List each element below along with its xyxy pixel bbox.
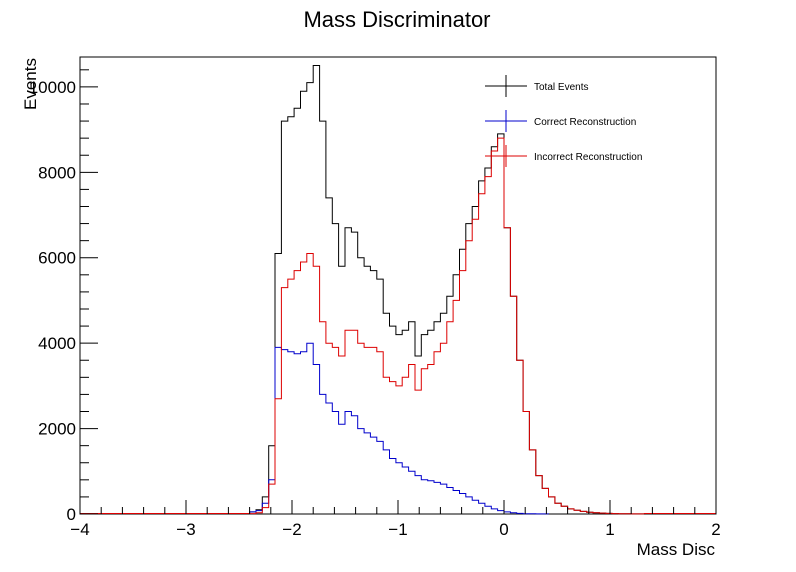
x-tick-label: 1 bbox=[605, 520, 614, 539]
x-tick-label: −1 bbox=[388, 520, 407, 539]
legend-entry: Correct Reconstruction bbox=[485, 110, 636, 132]
legend-entry: Total Events bbox=[485, 75, 588, 97]
legend-label: Incorrect Reconstruction bbox=[534, 152, 642, 163]
x-tick-label: 2 bbox=[711, 520, 720, 539]
series-line-2 bbox=[249, 137, 645, 515]
legend-label: Correct Reconstruction bbox=[534, 117, 636, 128]
plot-area: −4 −3 −2 −1 0 1 2 0 2000 4000 6000 8000 10000 bbox=[29, 56, 721, 539]
legend-entry: Incorrect Reconstruction bbox=[485, 145, 642, 167]
y-axis-ticks: 0 2000 4000 6000 8000 10000 bbox=[29, 69, 98, 524]
legend: Total Events Correct Reconstruction Incorr… bbox=[485, 75, 642, 167]
x-tick-label: −3 bbox=[176, 520, 195, 539]
series-layer bbox=[80, 65, 716, 515]
series-line-1 bbox=[249, 342, 549, 515]
y-axis-label: Events bbox=[21, 58, 40, 110]
legend-label: Total Events bbox=[534, 82, 588, 93]
x-tick-label: −4 bbox=[70, 520, 89, 539]
chart-title: Mass Discriminator bbox=[303, 7, 490, 32]
y-tick-label: 6000 bbox=[38, 249, 76, 268]
x-axis-ticks: −4 −3 −2 −1 0 1 2 bbox=[70, 500, 721, 539]
y-tick-label: 10000 bbox=[29, 78, 76, 97]
y-tick-label: 8000 bbox=[38, 163, 76, 182]
x-axis-label: Mass Disc bbox=[637, 540, 716, 559]
y-tick-label: 2000 bbox=[38, 420, 76, 439]
y-tick-label: 4000 bbox=[38, 334, 76, 353]
y-tick-label: 0 bbox=[67, 505, 76, 524]
x-tick-label: −2 bbox=[282, 520, 301, 539]
x-tick-label: 0 bbox=[499, 520, 508, 539]
